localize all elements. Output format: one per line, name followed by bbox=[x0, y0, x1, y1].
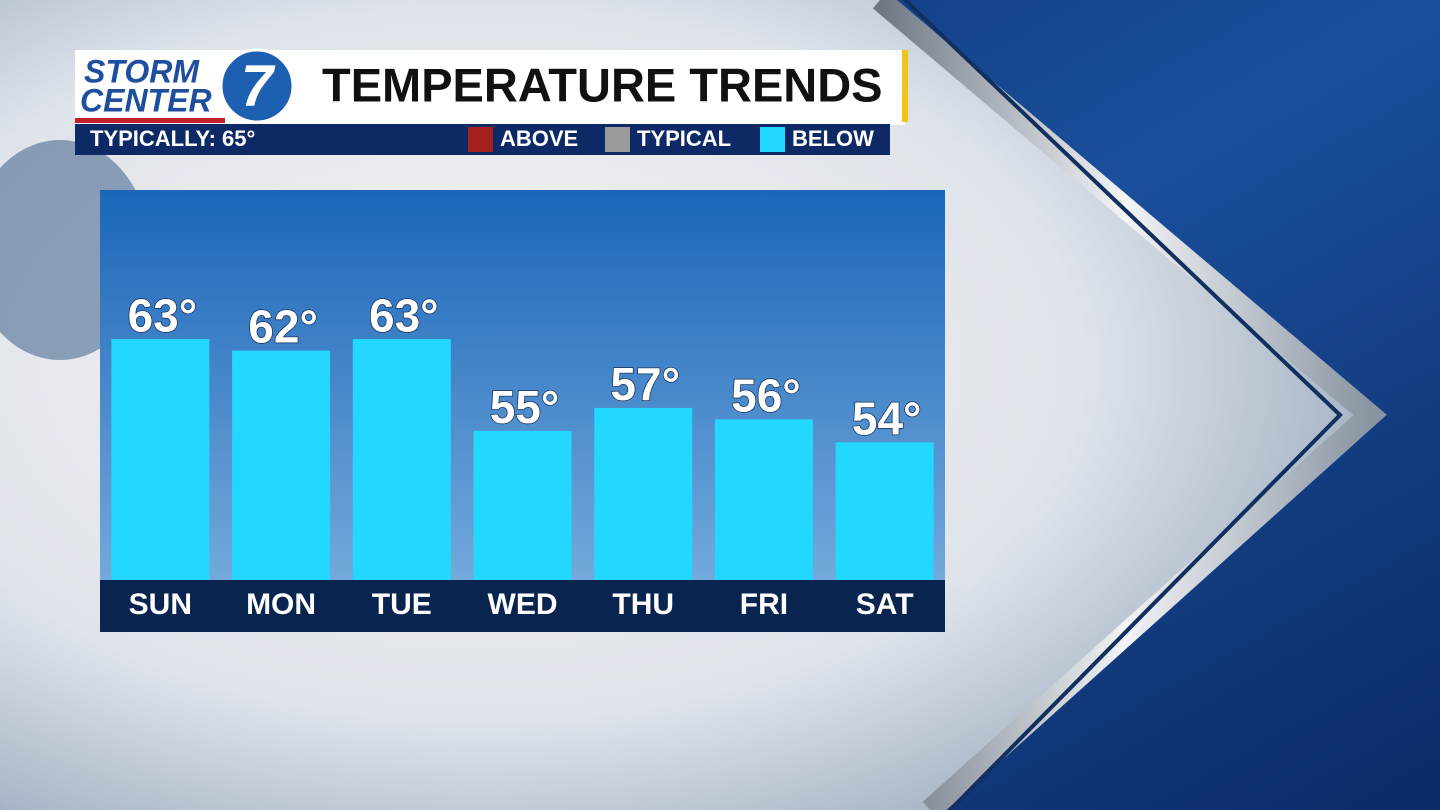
chevron-edge bbox=[903, 0, 1343, 810]
category-label: WED bbox=[488, 588, 558, 621]
value-label: 55° bbox=[490, 381, 560, 433]
value-label: 57° bbox=[610, 358, 680, 410]
title: TEMPERATURE TRENDS bbox=[322, 58, 883, 111]
legend-swatch bbox=[468, 127, 493, 152]
bar bbox=[473, 430, 572, 580]
legend-label: ABOVE bbox=[500, 126, 578, 151]
legend-label: TYPICAL bbox=[637, 126, 731, 151]
bar bbox=[835, 442, 934, 580]
category-label: THU bbox=[612, 588, 674, 621]
bar bbox=[232, 350, 331, 580]
category-label: SUN bbox=[129, 588, 192, 621]
logo-stripe bbox=[75, 118, 225, 123]
subtitle: TYPICALLY: 65° bbox=[90, 126, 255, 151]
category-label: SAT bbox=[856, 588, 914, 621]
logo-line1: STORM bbox=[84, 53, 200, 89]
logo-line2: CENTER bbox=[80, 82, 212, 118]
logo-circle bbox=[219, 48, 295, 124]
category-label: MON bbox=[246, 588, 316, 621]
legend-label: BELOW bbox=[792, 126, 874, 151]
category-band bbox=[100, 580, 945, 632]
legend-swatch bbox=[760, 127, 785, 152]
bar bbox=[352, 339, 451, 580]
legend-swatch bbox=[605, 127, 630, 152]
value-label: 54° bbox=[852, 393, 922, 445]
logo-number: 7 bbox=[241, 53, 276, 118]
value-label: 63° bbox=[369, 289, 439, 341]
header-accent bbox=[902, 50, 908, 122]
value-label: 56° bbox=[731, 370, 801, 422]
value-label: 62° bbox=[248, 301, 318, 353]
category-label: FRI bbox=[740, 588, 788, 621]
header-box bbox=[75, 50, 905, 125]
bar bbox=[714, 419, 813, 580]
bar bbox=[594, 407, 693, 580]
category-label: TUE bbox=[372, 588, 432, 621]
chevron bbox=[872, 0, 1387, 810]
bar bbox=[111, 339, 210, 580]
value-label: 63° bbox=[128, 289, 198, 341]
